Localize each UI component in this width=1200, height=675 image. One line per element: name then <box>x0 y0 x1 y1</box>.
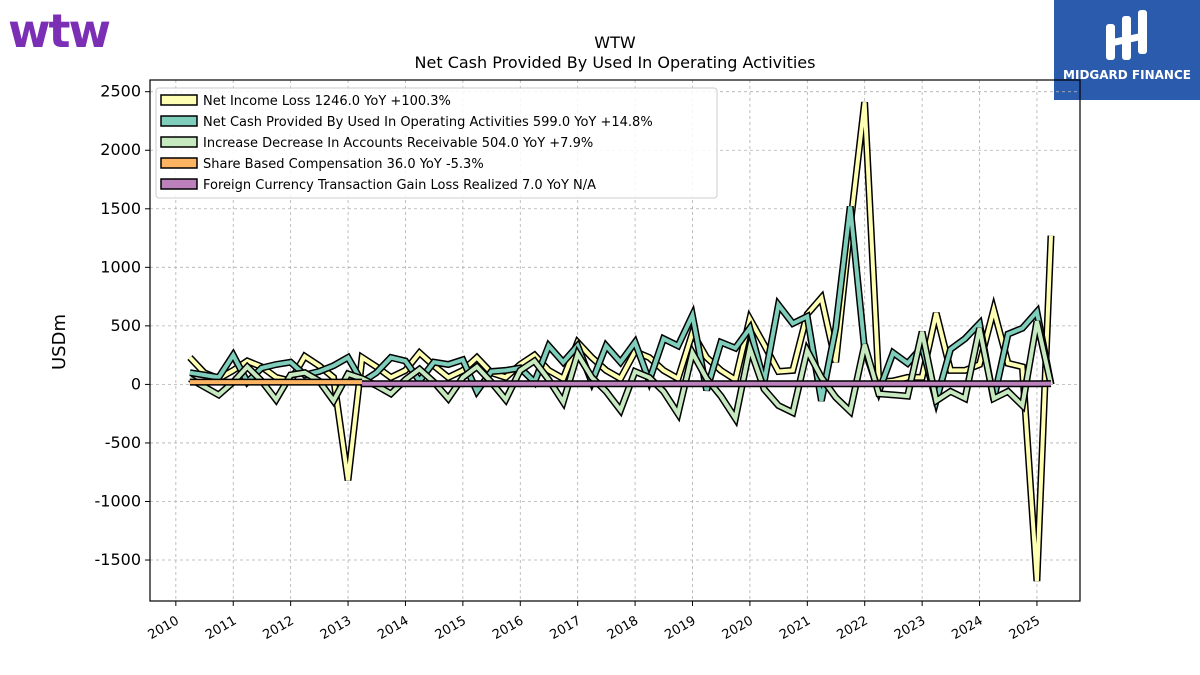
y-tick-label: -1000 <box>95 491 142 510</box>
legend-entry: Foreign Currency Transaction Gain Loss R… <box>203 178 596 193</box>
y-tick-label: 1000 <box>100 257 141 276</box>
plot-frame <box>149 79 1081 602</box>
legend-entry: Net Cash Provided By Used In Operating A… <box>203 115 653 130</box>
midgard-mark-icon <box>1106 10 1147 60</box>
x-tick-label: 2013 <box>318 613 354 643</box>
x-tick-label: 2010 <box>146 613 182 643</box>
legend-swatch <box>160 178 198 190</box>
x-tick-label: 2014 <box>375 613 411 643</box>
x-tick-label: 2018 <box>605 613 641 643</box>
x-tick-label: 2024 <box>949 613 985 643</box>
x-tick-label: 2021 <box>777 613 813 643</box>
midgard-brand-text: MIDGARD FINANCE <box>1063 68 1191 82</box>
legend-entry: Net Income Loss 1246.0 YoY +100.3% <box>203 94 451 109</box>
x-tick-label: 2012 <box>260 613 296 643</box>
x-tick-label: 2025 <box>1007 613 1043 643</box>
legend-swatch <box>160 94 198 106</box>
series-1 <box>189 205 1055 415</box>
y-axis-label: USDm <box>49 314 70 370</box>
series-0 <box>187 101 1055 582</box>
legend-entry: Increase Decrease In Accounts Receivable… <box>203 136 593 151</box>
series-line <box>189 206 1053 409</box>
x-tick-label: 2017 <box>548 613 584 643</box>
chart-title: WTW <box>594 33 636 52</box>
y-tick-label: -1500 <box>95 550 142 569</box>
x-tick-label: 2016 <box>490 613 526 643</box>
chart-subtitle: Net Cash Provided By Used In Operating A… <box>415 53 816 72</box>
legend-box <box>155 87 718 199</box>
x-tick-label: 2020 <box>720 613 756 643</box>
x-tick-label: 2015 <box>433 613 469 643</box>
series-line <box>188 101 1053 582</box>
midgard-finance-logo: MIDGARD FINANCE <box>1054 0 1200 100</box>
x-tick-label: 2011 <box>203 613 239 643</box>
y-tick-label: 0 <box>131 374 141 393</box>
x-tick-label: 2023 <box>892 613 928 643</box>
y-tick-label: 2500 <box>100 82 141 101</box>
series-line <box>188 320 1053 424</box>
legend-entry: Share Based Compensation 36.0 YoY -5.3% <box>203 157 484 172</box>
legend-swatch <box>160 136 198 148</box>
y-tick-label: -500 <box>105 433 141 452</box>
legend-swatch <box>160 115 198 127</box>
series-2 <box>188 320 1055 428</box>
legend-swatch <box>160 157 198 169</box>
x-tick-label: 2022 <box>835 613 871 643</box>
y-tick-label: 500 <box>110 316 141 335</box>
wtw-logo: wtw <box>8 4 111 58</box>
x-tick-label: 2019 <box>662 613 698 643</box>
y-tick-label: 2000 <box>100 140 141 159</box>
y-tick-label: 1500 <box>100 199 141 218</box>
